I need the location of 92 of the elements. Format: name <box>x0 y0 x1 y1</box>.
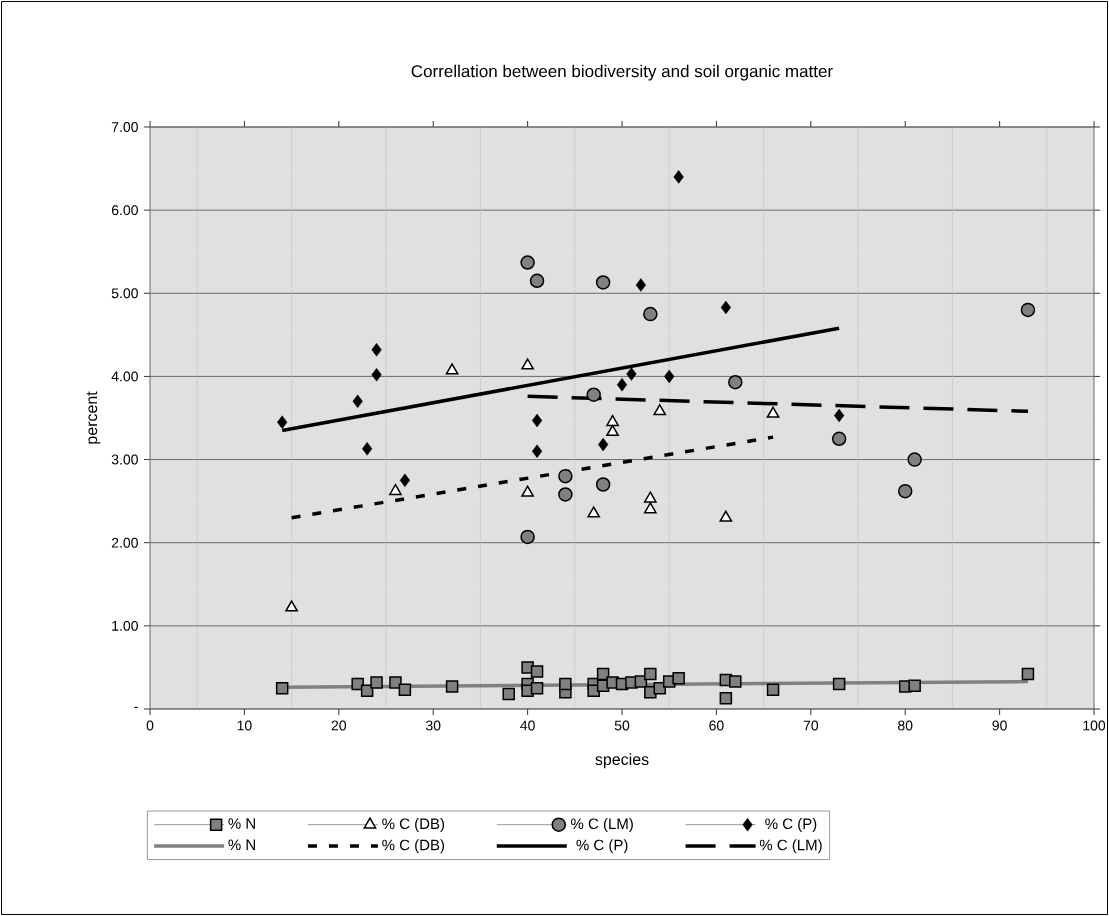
x-axis-title: species <box>595 753 649 769</box>
point <box>606 424 619 437</box>
point <box>530 681 544 695</box>
point <box>719 510 733 522</box>
point <box>558 468 573 484</box>
point <box>502 687 515 701</box>
point <box>720 300 731 315</box>
point <box>351 677 364 691</box>
point <box>285 600 298 612</box>
point <box>831 431 847 447</box>
point <box>531 444 543 458</box>
point <box>277 415 288 429</box>
point <box>586 387 601 402</box>
point <box>559 677 572 691</box>
point <box>897 483 913 499</box>
legend-label: % C (DB) <box>382 839 445 854</box>
point <box>520 255 535 270</box>
y-tick-label: 3.00 <box>111 454 138 465</box>
y-tick-label: 4.00 <box>111 371 138 382</box>
point <box>371 343 382 357</box>
point <box>529 273 545 289</box>
x-tick-label: 20 <box>331 720 347 731</box>
point <box>445 363 459 375</box>
point <box>616 378 628 392</box>
point <box>766 683 780 697</box>
point <box>672 671 685 685</box>
x-tick-label: 90 <box>992 720 1007 731</box>
legend-label: % C (LM) <box>759 839 822 854</box>
x-tick-label: 70 <box>803 720 819 731</box>
point <box>371 368 382 382</box>
point <box>520 529 535 545</box>
x-tick-label: 100 <box>1083 720 1106 731</box>
y-tick-label: 6.00 <box>111 205 138 216</box>
point <box>719 691 733 705</box>
x-tick-label: 0 <box>146 720 154 731</box>
point <box>729 675 742 688</box>
point <box>626 367 637 381</box>
point <box>908 679 921 692</box>
chart-title: Correllation between biodiversity and soil organic matter <box>411 64 833 81</box>
point <box>352 394 363 409</box>
point <box>521 485 534 497</box>
point <box>445 680 459 693</box>
point <box>1020 302 1036 318</box>
point <box>370 676 383 689</box>
point <box>635 278 646 292</box>
point <box>558 487 573 502</box>
x-tick-label: 30 <box>425 720 441 731</box>
y-tick-label: - <box>134 706 138 708</box>
x-tick-label: 60 <box>709 720 724 731</box>
point <box>644 667 657 681</box>
point <box>1021 667 1035 681</box>
legend-label: % C (DB) <box>382 818 445 833</box>
point <box>360 684 374 697</box>
point <box>643 491 657 503</box>
point <box>587 506 601 518</box>
point <box>766 406 780 418</box>
point <box>531 413 543 428</box>
point <box>673 170 684 184</box>
point <box>598 437 609 452</box>
x-tick-label: 40 <box>520 720 535 731</box>
point <box>606 414 619 427</box>
y-axis-title: percent <box>86 391 101 444</box>
point <box>398 683 412 697</box>
point <box>530 665 544 678</box>
point <box>595 275 611 290</box>
legend-label: % N <box>228 818 255 829</box>
point <box>521 358 534 370</box>
point <box>832 677 846 691</box>
point <box>389 483 402 496</box>
legend-label: % C (LM) <box>571 818 633 833</box>
point <box>643 306 658 322</box>
x-tick-label: 10 <box>237 720 252 731</box>
y-tick-label: 5.00 <box>111 288 138 299</box>
point <box>728 374 743 390</box>
point <box>834 408 845 423</box>
point <box>653 404 667 416</box>
y-tick-label: 7.00 <box>111 122 138 132</box>
point <box>362 442 373 456</box>
point <box>664 369 675 384</box>
legend-label: % N <box>228 839 255 851</box>
legend-label: % C (P) <box>765 818 817 833</box>
y-tick-label: 1.00 <box>112 620 138 631</box>
point <box>275 681 289 695</box>
x-tick-label: 80 <box>898 720 913 731</box>
point <box>595 477 611 492</box>
legend-label: % C (P) <box>576 839 628 854</box>
point <box>399 473 410 488</box>
y-tick-label: 2.00 <box>111 537 138 548</box>
x-tick-label: 50 <box>614 720 630 731</box>
point <box>389 676 402 689</box>
point <box>907 452 922 467</box>
point <box>643 502 657 514</box>
